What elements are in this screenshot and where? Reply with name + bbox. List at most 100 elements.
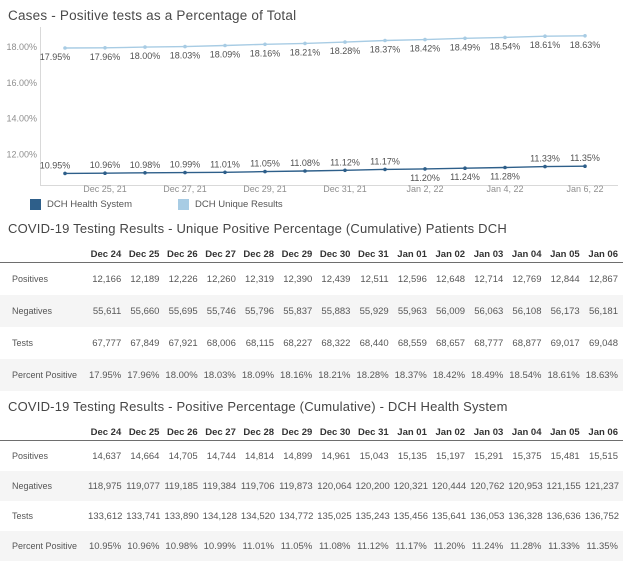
data-point-label: 11.05%: [250, 159, 280, 169]
data-point[interactable]: [63, 46, 67, 50]
table-cell: 18.61%: [547, 369, 580, 381]
table-cell: 56,173: [550, 305, 580, 317]
table-cell: 10.99%: [203, 540, 236, 552]
data-point-label: 10.99%: [170, 160, 201, 170]
table-cell: 18.37%: [394, 369, 427, 381]
column-header: Jan 06: [584, 242, 623, 263]
table-cell: 55,883: [321, 305, 351, 317]
table-cell: 15,135: [397, 450, 427, 462]
data-point[interactable]: [463, 166, 467, 170]
data-point-label: 10.95%: [40, 160, 71, 170]
x-axis-tick: Jan 6, 22: [566, 184, 603, 194]
table-cell: 55,837: [283, 305, 313, 317]
data-point-label: 18.21%: [290, 47, 321, 57]
column-header: Dec 25: [126, 242, 165, 263]
data-point[interactable]: [543, 34, 547, 38]
data-point[interactable]: [343, 40, 347, 44]
table-cell: 68,877: [512, 337, 542, 349]
table-cell: 14,899: [283, 450, 313, 462]
data-point[interactable]: [383, 167, 387, 172]
table-cell: 67,921: [168, 337, 198, 349]
column-header: Dec 31: [355, 420, 394, 441]
x-axis-tick: Jan 4, 22: [486, 184, 523, 194]
table-cell: 133,890: [164, 510, 199, 522]
table-cell: 14,664: [130, 450, 160, 462]
data-point[interactable]: [463, 36, 467, 41]
table-cell: 68,559: [397, 337, 427, 349]
table-cell: 68,440: [359, 337, 389, 349]
table-cell: 12,596: [397, 273, 427, 285]
table-cell: 134,520: [240, 510, 276, 522]
data-point[interactable]: [583, 164, 587, 168]
column-header: Dec 26: [164, 420, 203, 441]
data-point[interactable]: [543, 164, 547, 169]
table-cell: 136,328: [508, 510, 543, 522]
row-label: Tests: [12, 338, 34, 348]
table-cell: 120,444: [431, 480, 467, 492]
column-header: Dec 24: [88, 242, 127, 263]
data-point-label: 11.20%: [410, 173, 440, 183]
table-cell: 68,657: [436, 337, 466, 349]
table-cell: 119,185: [164, 480, 199, 492]
table-cell: 120,762: [470, 480, 505, 492]
data-point[interactable]: [263, 169, 267, 174]
data-point[interactable]: [383, 38, 387, 43]
column-header: Jan 05: [546, 420, 585, 441]
data-point[interactable]: [103, 171, 107, 175]
data-point[interactable]: [423, 37, 427, 42]
data-point[interactable]: [223, 43, 227, 48]
legend-item-dch-health-system[interactable]: DCH Health System: [30, 198, 132, 210]
data-point[interactable]: [183, 44, 187, 49]
data-point-label: 18.03%: [170, 51, 201, 61]
data-point[interactable]: [183, 170, 187, 175]
table-cell: 11.17%: [395, 540, 427, 552]
data-point-label: 18.28%: [330, 46, 361, 56]
table-cell: 15,291: [474, 450, 504, 462]
unique-table-title: COVID-19 Testing Results - Unique Positi…: [8, 221, 507, 236]
data-point[interactable]: [303, 41, 307, 46]
column-header: Jan 06: [584, 420, 623, 441]
table-cell: 135,025: [317, 510, 352, 522]
data-point[interactable]: [143, 171, 147, 175]
data-point-label: 11.28%: [490, 172, 520, 182]
table-cell: 18.63%: [585, 369, 618, 381]
table-cell: 135,243: [355, 510, 390, 522]
row-label: Negatives: [12, 306, 53, 316]
data-point[interactable]: [503, 165, 507, 170]
data-point-label: 11.17%: [370, 156, 400, 166]
data-point[interactable]: [143, 45, 147, 49]
table-cell: 119,873: [279, 480, 313, 492]
data-point[interactable]: [503, 35, 507, 40]
table-cell: 15,481: [550, 450, 580, 462]
column-header: Dec 31: [355, 242, 394, 263]
table-cell: 11.05%: [280, 540, 313, 552]
data-point-label: 11.35%: [570, 153, 600, 163]
data-point-label: 11.01%: [210, 159, 240, 169]
table-cell: 14,744: [206, 450, 236, 462]
table-cell: 135,456: [393, 510, 429, 522]
table-cell: 119,384: [202, 480, 237, 492]
table-cell: 11.20%: [433, 540, 466, 552]
data-point[interactable]: [223, 170, 227, 175]
data-point[interactable]: [343, 168, 347, 173]
data-point-label: 11.08%: [290, 158, 320, 168]
data-point[interactable]: [303, 169, 307, 173]
data-point[interactable]: [583, 34, 587, 38]
table-cell: 12,189: [130, 273, 160, 285]
table-cell: 69,048: [588, 337, 618, 349]
data-point[interactable]: [103, 46, 107, 50]
data-point[interactable]: [263, 42, 267, 47]
unique-results-table: Dec 24 Dec 25 Dec 26 Dec 27 Dec 28 Dec 29 Dec …: [0, 242, 623, 391]
table-cell: 18.54%: [509, 369, 542, 381]
y-axis-tick: 18.00%: [6, 42, 37, 52]
table-cell: 133,741: [126, 510, 161, 522]
data-point-label: 18.16%: [250, 48, 281, 58]
column-header: Dec 24: [88, 420, 127, 441]
data-point[interactable]: [63, 171, 67, 176]
table-cell: 11.01%: [242, 540, 275, 552]
data-point[interactable]: [423, 167, 427, 171]
row-label-header: [0, 242, 89, 263]
table-cell: 14,637: [92, 450, 122, 462]
legend-item-dch-unique-results[interactable]: DCH Unique Results: [178, 198, 283, 210]
